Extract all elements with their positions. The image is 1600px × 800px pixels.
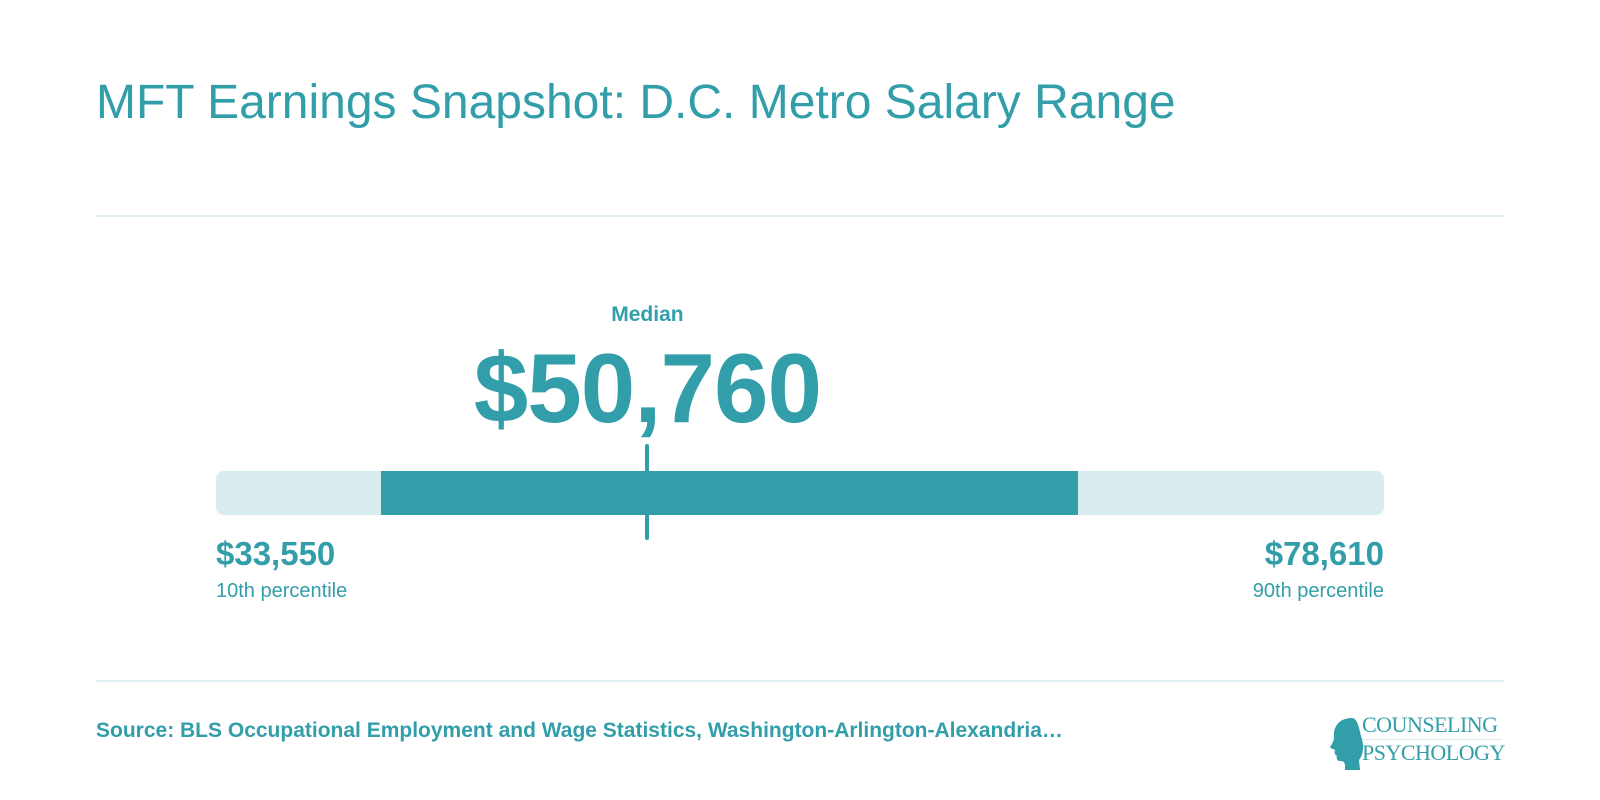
page-title: MFT Earnings Snapshot: D.C. Metro Salary… <box>96 76 1176 129</box>
top-divider <box>96 215 1504 217</box>
logo-word-psychology: PSYCHOLOGY <box>1362 740 1505 765</box>
logo-word-counseling: COUNSELING <box>1362 712 1498 737</box>
median-label: Median <box>611 303 684 326</box>
bottom-divider <box>96 680 1504 682</box>
tenth-percentile-value: $33,550 <box>216 535 336 572</box>
salary-range-bar <box>381 471 1078 515</box>
source-note: Source: BLS Occupational Employment and … <box>96 719 1063 742</box>
median-value: $50,760 <box>473 333 822 443</box>
logo-rule <box>1362 739 1502 740</box>
ninetieth-percentile-value: $78,610 <box>1264 535 1384 572</box>
tenth-percentile-label: 10th percentile <box>216 580 348 602</box>
median-marker <box>645 444 650 540</box>
counseling-psychology-logo: COUNSELING PSYCHOLOGY <box>1328 708 1505 770</box>
ninetieth-percentile-label: 90th percentile <box>1252 580 1384 602</box>
head-profile-icon <box>1330 718 1364 770</box>
